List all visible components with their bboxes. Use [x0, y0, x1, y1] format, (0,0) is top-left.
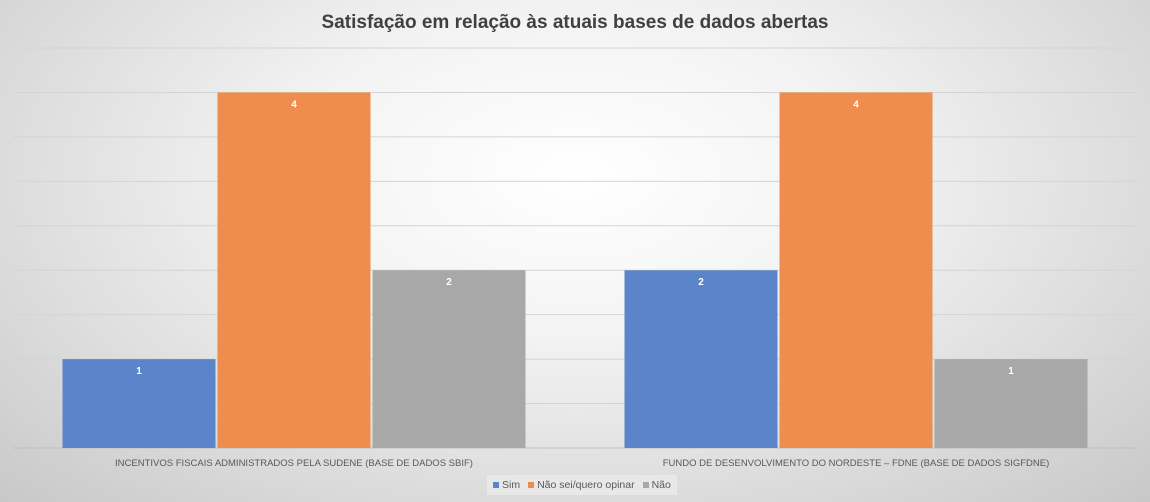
data-label: 4	[291, 99, 297, 110]
category-label: FUNDO DE DESENVOLVIMENTO DO NORDESTE – F…	[663, 458, 1050, 469]
legend-item: Não	[642, 479, 671, 491]
data-label: 1	[1008, 366, 1014, 377]
legend: Sim Não sei/quero opinar Não	[487, 475, 677, 495]
data-label: 2	[698, 277, 704, 288]
chart-title: Satisfação em relação às atuais bases de…	[321, 12, 829, 33]
legend-swatch	[642, 482, 649, 488]
bar-n-o-sei-quero-opinar	[779, 92, 933, 448]
category-label: INCENTIVOS FISCAIS ADMINISTRADOS PELA SU…	[115, 458, 473, 469]
bar-sim	[62, 359, 216, 448]
bar-n-o	[372, 270, 526, 448]
data-label: 1	[136, 366, 142, 377]
bar-n-o	[934, 359, 1088, 448]
legend-label: Não sei/quero opinar	[537, 479, 635, 491]
data-label: 4	[853, 99, 859, 110]
legend-swatch	[528, 482, 535, 488]
data-label: 2	[446, 277, 452, 288]
legend-item: Não sei/quero opinar	[528, 479, 635, 491]
legend-swatch	[493, 482, 499, 488]
legend-label: Sim	[502, 479, 521, 491]
bar-n-o-sei-quero-opinar	[217, 92, 371, 448]
legend-item: Sim	[493, 479, 520, 491]
bar-sim	[624, 270, 778, 448]
legend-label: Não	[651, 479, 671, 491]
